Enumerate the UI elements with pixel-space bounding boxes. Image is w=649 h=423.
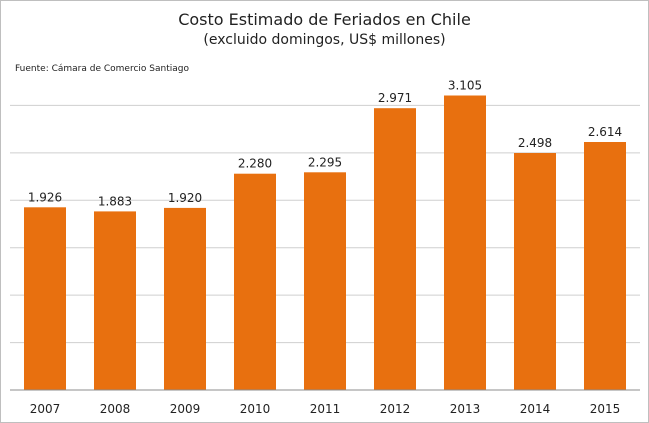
- x-tick-2007: 2007: [30, 402, 61, 416]
- bar-2008: [94, 211, 136, 390]
- x-tick-2012: 2012: [380, 402, 411, 416]
- bar-2015: [584, 142, 626, 390]
- value-label-2015: 2.614: [588, 125, 622, 139]
- chart-title: Costo Estimado de Feriados en Chile: [178, 10, 471, 29]
- x-tick-2015: 2015: [590, 402, 621, 416]
- x-tick-2011: 2011: [310, 402, 341, 416]
- chart-source: Fuente: Cámara de Comercio Santiago: [15, 64, 189, 74]
- value-label-2009: 1.920: [168, 191, 202, 205]
- value-label-2012: 2.971: [378, 91, 412, 105]
- x-tick-2008: 2008: [100, 402, 131, 416]
- bar-2010: [234, 173, 276, 390]
- bar-2009: [164, 207, 206, 390]
- x-tick-2009: 2009: [170, 402, 201, 416]
- value-labels: 1.926 1.883 1.920 2.280 2.295 2.971 3.105 2.498…: [28, 79, 622, 209]
- x-tick-2013: 2013: [450, 402, 481, 416]
- x-tick-2010: 2010: [240, 402, 271, 416]
- value-label-2014: 2.498: [518, 136, 552, 150]
- bar-2007: [24, 207, 66, 390]
- value-label-2013: 3.105: [448, 79, 482, 93]
- value-label-2011: 2.295: [308, 155, 342, 169]
- bar-2012: [374, 108, 416, 390]
- value-label-2008: 1.883: [98, 194, 132, 208]
- x-tick-2014: 2014: [520, 402, 551, 416]
- value-label-2010: 2.280: [238, 157, 272, 171]
- value-label-2007: 1.926: [28, 190, 62, 204]
- bar-2013: [444, 95, 486, 390]
- x-axis-ticks: 2007 2008 2009 2010 2011 2012 2013 2014 2015: [30, 402, 621, 416]
- bar-2014: [514, 153, 556, 390]
- bars: [24, 95, 626, 390]
- bar-2011: [304, 172, 346, 390]
- chart-subtitle: (excluido domingos, US$ millones): [203, 32, 446, 48]
